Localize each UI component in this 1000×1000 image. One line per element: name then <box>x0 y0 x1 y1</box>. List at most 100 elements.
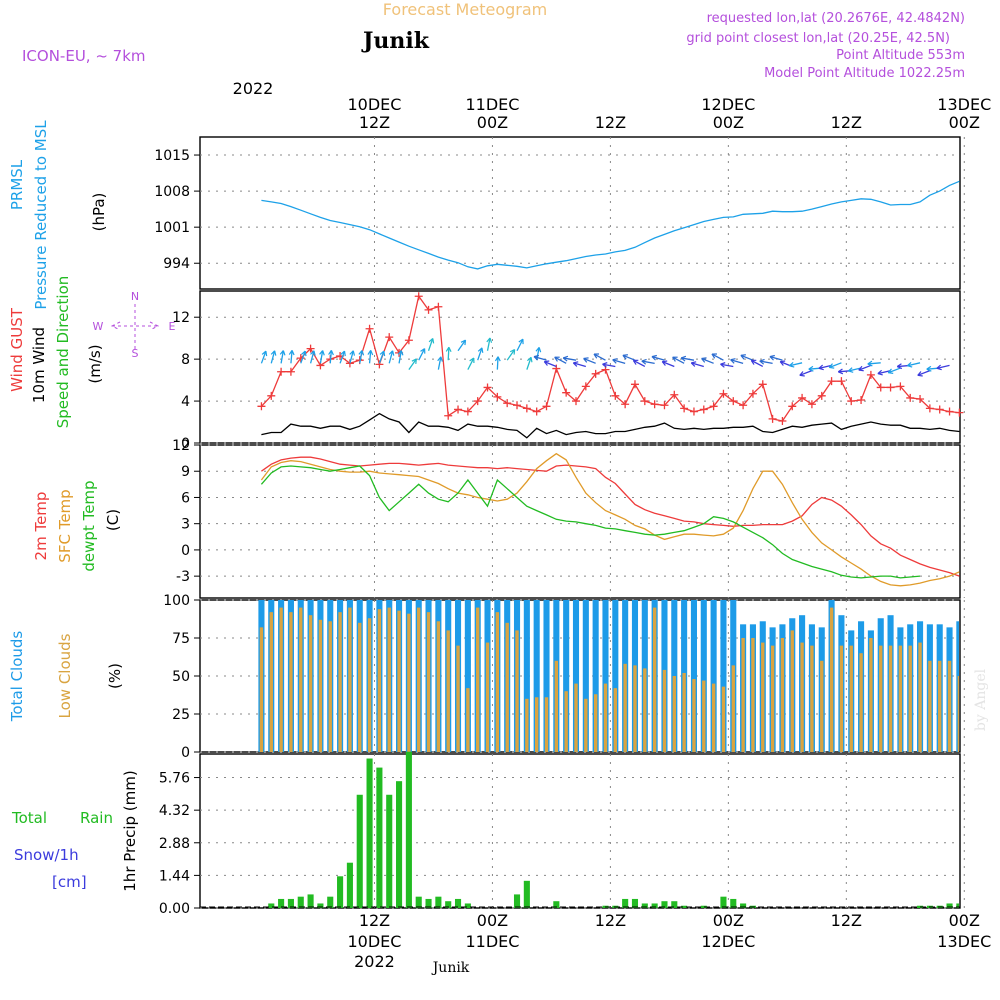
compass-east: E <box>169 320 176 333</box>
bar <box>633 665 637 752</box>
bar <box>415 896 422 908</box>
wind-arrowhead <box>837 368 844 375</box>
wind-arrowhead <box>379 350 386 357</box>
bar <box>612 600 619 752</box>
bar <box>464 600 471 752</box>
bar <box>366 758 373 908</box>
y-tick-label: 25 <box>172 707 190 723</box>
wind-arrowhead <box>340 350 346 357</box>
bar <box>387 607 391 752</box>
bar <box>692 679 696 752</box>
wind-arrow <box>907 362 921 367</box>
top-year-label: 2022 <box>233 79 274 98</box>
gust-marker <box>876 383 885 392</box>
bar <box>820 660 824 752</box>
wind-arrow <box>388 350 394 364</box>
bar <box>346 862 353 908</box>
gust-marker <box>306 344 315 353</box>
gust-marker <box>611 391 620 400</box>
bar <box>297 896 304 908</box>
top-hour-label: 00Z <box>477 113 508 132</box>
gust-marker <box>542 402 551 411</box>
bar <box>681 905 688 908</box>
wind-arrow <box>858 364 872 371</box>
bar <box>367 618 372 752</box>
wind-arrow <box>848 367 862 372</box>
gust-marker <box>257 402 266 411</box>
gust-marker <box>807 400 816 409</box>
bottom-date-label: 11DEC <box>465 932 519 951</box>
wind-arrowhead <box>460 339 467 346</box>
bar <box>603 683 608 752</box>
gust-marker <box>739 401 748 410</box>
bar <box>751 638 755 752</box>
bar <box>268 903 275 908</box>
wind-arrow <box>418 348 426 361</box>
wind-arrow <box>506 349 516 361</box>
wind-arrowhead <box>661 360 668 366</box>
bar <box>731 665 735 752</box>
wind-arrow <box>349 350 354 364</box>
bar <box>947 660 952 752</box>
bar <box>356 794 363 908</box>
wind-arrowhead <box>917 371 923 377</box>
gust-marker <box>296 354 305 363</box>
wind-arrowhead <box>690 361 697 367</box>
wind-arrow <box>867 362 881 365</box>
bottom-hour-label: 00Z <box>477 911 508 930</box>
wind-arrowhead <box>494 356 501 362</box>
gust-marker <box>906 393 915 402</box>
series-line <box>261 180 960 270</box>
gust-marker <box>503 399 512 408</box>
bar <box>790 630 794 752</box>
gust-marker <box>827 377 836 386</box>
wind-arrowhead <box>388 350 395 356</box>
wind-arrowhead <box>279 350 286 356</box>
bottom-date-label: 12DEC <box>701 932 755 951</box>
bar <box>278 898 285 908</box>
bar <box>269 612 273 752</box>
wind-arrowhead <box>769 354 775 361</box>
wind-arrowhead <box>526 356 533 363</box>
wind-arrowhead <box>554 356 560 362</box>
gust-marker <box>837 377 846 386</box>
bar <box>454 898 462 908</box>
gust-marker <box>689 407 698 416</box>
bar <box>574 683 578 752</box>
bar <box>682 672 686 752</box>
bar <box>485 642 490 752</box>
bar <box>327 896 334 908</box>
gust-marker <box>581 382 590 391</box>
footer-location: Junik <box>431 960 470 976</box>
wind-arrow <box>759 360 773 364</box>
gust-marker <box>463 407 472 416</box>
bar <box>957 676 959 752</box>
wind-arrowhead <box>906 361 913 368</box>
wind-arrowhead <box>896 363 903 370</box>
wind-arrowhead <box>535 347 542 353</box>
wind-arrowhead <box>411 358 417 365</box>
y-tick-label: 1008 <box>154 184 190 200</box>
wind-arrowhead <box>936 364 942 371</box>
wind-arrowhead <box>701 357 707 363</box>
wind-arrow <box>573 362 587 368</box>
wind-arrow <box>691 362 704 368</box>
y-tick-label: 1015 <box>154 148 190 164</box>
bar <box>417 607 421 752</box>
gust-marker <box>788 402 797 411</box>
y-tick-label: 5.76 <box>159 771 190 787</box>
wind-arrow <box>622 354 636 361</box>
wind-arrowhead <box>680 355 687 362</box>
panel-frame <box>199 136 961 290</box>
bar <box>407 613 411 752</box>
panel-clouds: 0 25 50 75 100 Total Clouds Low Clouds (%) <box>8 593 965 761</box>
bar <box>810 645 814 752</box>
bar <box>466 688 470 752</box>
grid-coords: grid point closest lon,lat (20.25E, 42.5… <box>686 31 950 46</box>
top-date-label: 13DEC <box>937 95 991 114</box>
axis-label: Wind GUST <box>8 307 26 392</box>
wind-arrow <box>408 358 417 370</box>
